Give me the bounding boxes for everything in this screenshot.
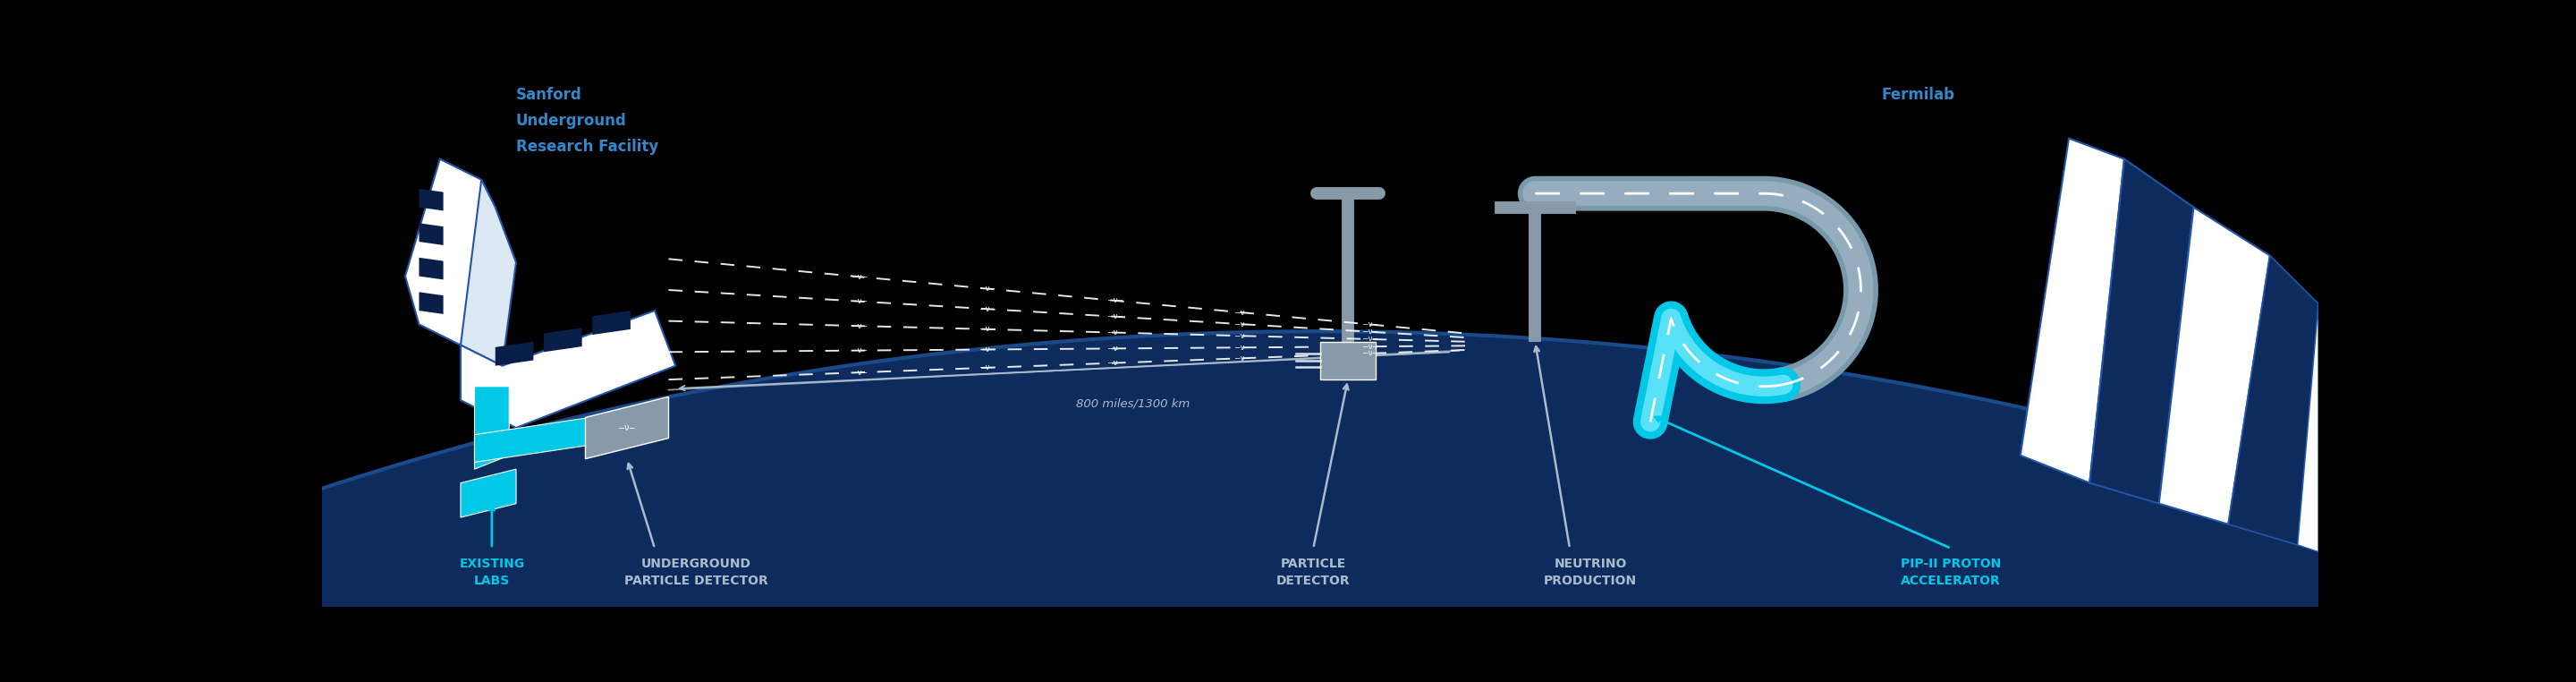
Text: –ν–: –ν–: [1108, 329, 1123, 337]
Polygon shape: [461, 179, 515, 366]
Text: –ν–: –ν–: [853, 322, 868, 330]
Text: –ν–: –ν–: [1363, 321, 1378, 329]
Polygon shape: [404, 159, 495, 345]
Polygon shape: [461, 310, 675, 428]
Polygon shape: [2089, 159, 2195, 503]
Text: NEUTRINO
PRODUCTION: NEUTRINO PRODUCTION: [1543, 557, 1638, 587]
Text: –ν–: –ν–: [1108, 359, 1123, 367]
Polygon shape: [461, 469, 515, 518]
Text: Sanford
Underground
Research Facility: Sanford Underground Research Facility: [515, 87, 659, 155]
Text: –ν–: –ν–: [1236, 320, 1249, 328]
Polygon shape: [2020, 138, 2125, 483]
Text: –ν–: –ν–: [981, 305, 994, 313]
Polygon shape: [495, 342, 533, 366]
Text: –ν–: –ν–: [618, 424, 634, 432]
Text: EXISTING
LABS: EXISTING LABS: [459, 557, 526, 587]
Text: 800 miles/1300 km: 800 miles/1300 km: [1077, 398, 1190, 409]
Text: –ν–: –ν–: [981, 284, 994, 293]
Text: –ν–: –ν–: [1363, 349, 1378, 357]
Polygon shape: [474, 414, 613, 462]
Text: –ν–: –ν–: [1363, 342, 1378, 351]
Text: –ν–: –ν–: [853, 297, 868, 306]
Text: –ν–: –ν–: [1236, 308, 1249, 316]
Polygon shape: [2159, 207, 2269, 524]
Polygon shape: [2228, 256, 2318, 545]
Text: –ν–: –ν–: [981, 364, 994, 372]
Polygon shape: [544, 328, 582, 352]
FancyBboxPatch shape: [1321, 342, 1376, 380]
Ellipse shape: [0, 331, 2576, 682]
Text: PIP-II PROTON
ACCELERATOR: PIP-II PROTON ACCELERATOR: [1901, 557, 2002, 587]
Polygon shape: [420, 258, 443, 280]
Text: PARTICLE
DETECTOR: PARTICLE DETECTOR: [1275, 557, 1350, 587]
Polygon shape: [474, 387, 510, 469]
Text: Fermilab: Fermilab: [1880, 87, 1955, 103]
Polygon shape: [420, 223, 443, 245]
Text: UNDERGROUND
PARTICLE DETECTOR: UNDERGROUND PARTICLE DETECTOR: [623, 557, 768, 587]
Polygon shape: [592, 310, 631, 335]
Text: –ν–: –ν–: [853, 346, 868, 355]
Text: –ν–: –ν–: [1236, 344, 1249, 351]
Text: –ν–: –ν–: [1236, 354, 1249, 362]
Text: –ν–: –ν–: [1108, 344, 1123, 353]
Text: –ν–: –ν–: [981, 346, 994, 353]
Polygon shape: [420, 189, 443, 211]
Polygon shape: [420, 292, 443, 314]
Text: –ν–: –ν–: [1108, 312, 1123, 321]
Text: –ν–: –ν–: [1363, 328, 1378, 336]
Text: –ν–: –ν–: [981, 325, 994, 333]
Text: –ν–: –ν–: [1108, 297, 1123, 305]
Text: –ν–: –ν–: [1236, 332, 1249, 340]
Text: –ν–: –ν–: [853, 273, 868, 281]
Polygon shape: [2298, 303, 2318, 552]
Text: –ν–: –ν–: [1363, 335, 1378, 343]
Polygon shape: [585, 397, 670, 459]
Text: –ν–: –ν–: [853, 368, 868, 376]
